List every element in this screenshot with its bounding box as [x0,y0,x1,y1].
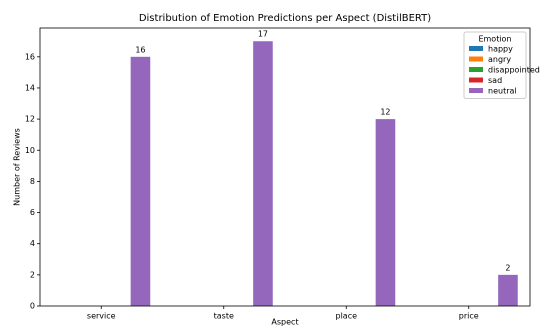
y-tick-label: 10 [25,146,35,155]
legend-swatch [469,67,483,72]
legend-swatch [469,56,483,62]
x-tick-label: taste [214,312,234,321]
legend-swatch [469,88,483,93]
y-tick-label: 6 [30,208,35,217]
legend-title: Emotion [478,35,511,44]
data-label: 12 [380,108,390,117]
data-label: 16 [135,45,145,54]
bar [130,56,151,307]
plot-frame [39,27,531,307]
y-tick-label: 2 [30,270,35,279]
data-label: 17 [258,30,268,39]
data-label: 2 [505,263,510,272]
y-tick-label: 16 [25,52,35,61]
y-axis-label: Number of Reviews [13,128,22,206]
y-tick-label: 8 [30,177,35,186]
bar [375,119,396,306]
bar [253,41,273,306]
legend-swatch [469,77,483,83]
legend-swatch [469,46,483,51]
chart-title: Distribution of Emotion Predictions per … [139,13,431,24]
bar [498,274,518,306]
y-tick-label: 4 [30,239,35,248]
legend-label: disappointed [488,66,540,75]
y-tick-label: 0 [30,302,35,311]
x-axis-label: Aspect [271,318,298,327]
legend-label: sad [488,76,502,85]
y-tick-label: 14 [25,83,35,92]
legend-label: neutral [488,87,517,96]
y-tick-label: 12 [25,115,35,124]
legend-label: happy [488,45,513,54]
legend-label: angry [488,55,511,64]
x-tick-label: place [335,312,357,321]
x-tick-label: price [459,312,479,321]
x-tick-label: service [87,312,116,321]
